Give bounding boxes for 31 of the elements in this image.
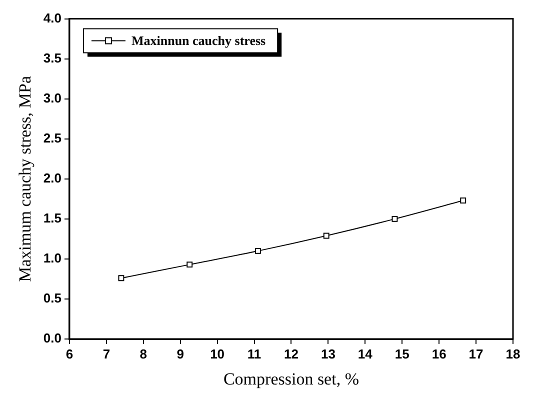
x-tick-label: 17 bbox=[468, 346, 484, 362]
y-tick-label: 2.5 bbox=[43, 130, 62, 146]
y-tick-label: 0.5 bbox=[43, 290, 62, 306]
x-tick-label: 6 bbox=[66, 346, 74, 362]
x-axis-title: Compression set, % bbox=[223, 369, 359, 388]
point bbox=[392, 216, 398, 222]
point bbox=[254, 248, 261, 254]
point bbox=[460, 198, 466, 204]
x-tick-label: 18 bbox=[506, 346, 520, 362]
y-tick-label: 0.0 bbox=[43, 330, 62, 346]
x-tick-label: 12 bbox=[284, 346, 298, 362]
y-tick-label: 3.5 bbox=[43, 50, 62, 66]
x-tick-label: 16 bbox=[432, 346, 446, 362]
y-tick-label: 2.0 bbox=[43, 170, 62, 186]
x-tick-label: 11 bbox=[247, 346, 262, 362]
y-tick-label: 3.0 bbox=[43, 90, 62, 106]
x-tick-label: 15 bbox=[394, 346, 410, 362]
x-tick-label: 10 bbox=[210, 346, 225, 362]
point bbox=[118, 275, 124, 282]
legend-label: Maxinnun cauchy stress bbox=[131, 33, 266, 48]
y-tick-label: 1.0 bbox=[43, 250, 62, 266]
x-tick-label: 14 bbox=[358, 346, 374, 362]
x-tick-label: 13 bbox=[320, 346, 336, 362]
x-tick-label: 9 bbox=[176, 346, 184, 362]
x-tick-label: 7 bbox=[102, 346, 110, 362]
x-tick-label: 8 bbox=[140, 346, 148, 362]
y-tick-label: 1.5 bbox=[43, 210, 62, 226]
y-axis-title: Maximum cauchy stress, MPa bbox=[16, 76, 35, 282]
y-tick-label: 4.0 bbox=[43, 10, 62, 26]
point bbox=[186, 262, 193, 268]
point bbox=[323, 232, 330, 239]
